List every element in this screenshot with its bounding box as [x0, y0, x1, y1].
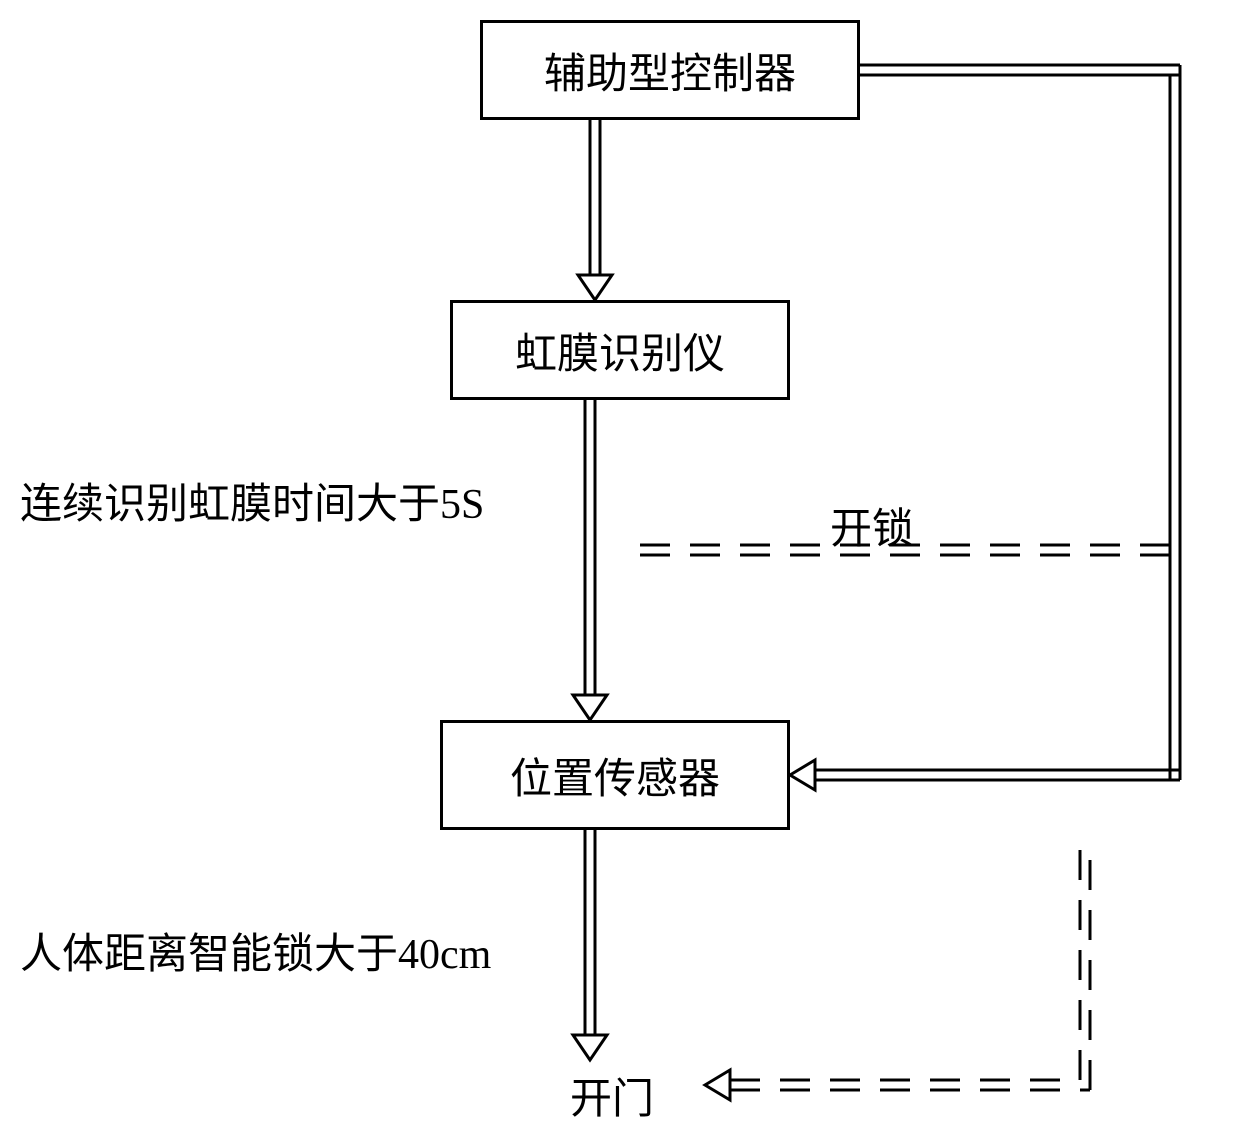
dashed-controller-sensor [790, 65, 1180, 790]
sensor-label: 位置传感器 [510, 745, 720, 806]
condition-iris-time: 连续识别虹膜时间大于5S [20, 470, 484, 531]
controller-label: 辅助型控制器 [544, 40, 796, 101]
open-label: 开门 [570, 1065, 654, 1126]
arrow-iris-sensor [573, 400, 607, 720]
dashed-open-path [705, 840, 1090, 1100]
sensor-box: 位置传感器 [440, 720, 790, 830]
controller-box: 辅助型控制器 [480, 20, 860, 120]
arrow-controller-iris [578, 120, 612, 300]
iris-label: 虹膜识别仪 [515, 320, 725, 381]
unlock-label: 开锁 [830, 495, 914, 556]
condition-distance: 人体距离智能锁大于40cm [20, 920, 491, 981]
iris-box: 虹膜识别仪 [450, 300, 790, 400]
arrow-sensor-open [573, 830, 607, 1060]
